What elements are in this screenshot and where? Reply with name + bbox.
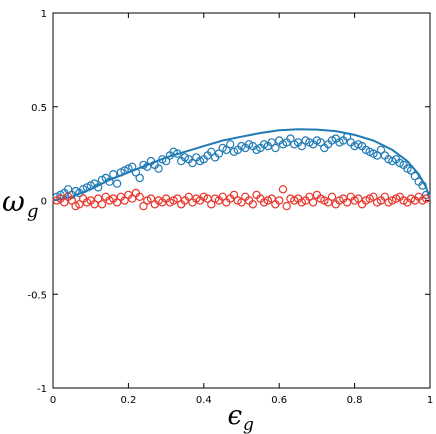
data-point-red: [184, 192, 193, 201]
data-point-red: [278, 185, 288, 194]
data-point-red: [305, 192, 314, 201]
y-axis-label: ω: [2, 185, 25, 218]
data-point-blue: [207, 147, 216, 156]
data-point-red: [207, 200, 216, 209]
data-point-red: [139, 201, 148, 211]
data-point-red: [199, 192, 208, 201]
data-point-red: [342, 198, 352, 207]
data-point-red: [324, 198, 333, 207]
x-tick-label: 0.8: [347, 395, 363, 406]
data-point-red: [71, 201, 80, 211]
data-point-blue: [342, 132, 352, 141]
data-point-blue: [406, 166, 416, 175]
data-point-red: [248, 200, 257, 209]
x-tick-label: 0.6: [271, 395, 287, 406]
data-point-red: [308, 198, 318, 207]
data-point-red: [267, 194, 276, 203]
data-point-blue: [154, 164, 163, 173]
x-tick-label: 1: [427, 395, 433, 406]
data-point-red: [354, 194, 363, 203]
data-point-blue: [143, 162, 152, 171]
data-point-red: [67, 196, 77, 205]
data-point-blue: [422, 190, 431, 200]
data-point-red: [275, 196, 284, 205]
data-point-blue: [131, 168, 141, 177]
data-point-blue: [161, 156, 171, 166]
data-point-blue: [105, 177, 114, 186]
data-point-blue: [297, 141, 306, 151]
y-tick-label: -1: [37, 384, 47, 395]
data-point-red: [369, 192, 378, 201]
data-point-blue: [259, 140, 269, 149]
data-point-red: [422, 194, 431, 203]
y-tick-label: 0.5: [31, 103, 47, 114]
data-point-blue: [173, 149, 182, 158]
data-point-red: [135, 192, 144, 201]
data-point-red: [380, 192, 389, 201]
data-point-red: [93, 194, 103, 203]
y-tick-label: 0: [41, 197, 47, 208]
y-tick-label: 1: [41, 9, 47, 20]
data-point-blue: [109, 169, 118, 179]
data-point-red: [120, 196, 129, 205]
plot-area: [52, 12, 431, 389]
data-point-blue: [127, 162, 137, 171]
data-point-red: [327, 192, 337, 201]
data-point-red: [282, 201, 291, 211]
data-point-blue: [214, 149, 224, 158]
x-tick-label: 0.2: [120, 395, 136, 406]
x-tick-label: 0.4: [196, 395, 212, 406]
data-point-red: [146, 194, 156, 203]
data-point-red: [173, 194, 182, 203]
data-point-red: [237, 198, 246, 207]
data-point-blue: [316, 138, 325, 147]
data-point-blue: [271, 143, 280, 153]
data-point-blue: [188, 158, 197, 168]
data-point-blue: [418, 181, 427, 190]
data-point-red: [229, 190, 239, 200]
data-point-red: [127, 194, 137, 203]
data-point-blue: [286, 134, 295, 143]
data-point-red: [75, 200, 84, 209]
data-point-blue: [93, 183, 103, 192]
x-axis-label: ϵ: [227, 401, 242, 431]
data-point-blue: [376, 145, 386, 155]
data-point-blue: [112, 179, 122, 188]
data-point-blue: [169, 147, 178, 156]
y-axis-label-subscript: g: [27, 201, 39, 222]
data-point-blue: [225, 140, 235, 149]
y-tick-label: -0.5: [27, 290, 47, 301]
data-point-red: [112, 198, 122, 207]
data-point-blue: [410, 171, 420, 181]
data-point-blue: [124, 164, 133, 173]
x-tick-label: 0: [50, 395, 56, 406]
data-point-blue: [222, 145, 231, 155]
x-axis-label-subscript: g: [243, 415, 254, 434]
data-point-blue: [135, 173, 144, 183]
data-point-blue: [195, 156, 205, 166]
series-layer: [52, 128, 431, 211]
data-point-blue: [388, 156, 397, 166]
data-point-blue: [158, 155, 167, 164]
tick-labels: 0 0.2 0.4 0.6 0.8 1 1 0.5 0 -0.5 -1: [27, 9, 433, 406]
theory-curve-blue: [52, 128, 431, 202]
data-point-blue: [267, 138, 276, 147]
data-point-red: [97, 200, 107, 209]
data-point-red: [60, 198, 69, 207]
data-point-blue: [244, 140, 254, 149]
data-point-red: [218, 192, 227, 201]
